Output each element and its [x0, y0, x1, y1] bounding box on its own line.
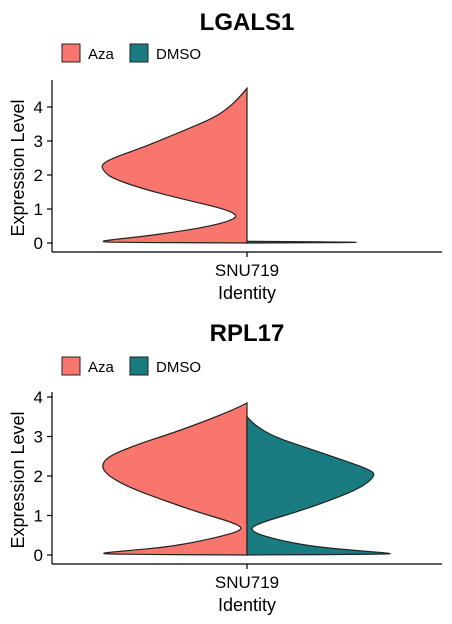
violin-dmso — [246, 415, 391, 556]
y-tick-label: 4 — [34, 388, 43, 407]
legend: Aza DMSO — [61, 43, 201, 63]
x-axis-title: Identity — [218, 283, 276, 303]
y-ticks: 0 1 2 3 4 — [34, 388, 52, 565]
legend-label-aza: Aza — [88, 46, 115, 63]
violin-group — [101, 86, 358, 244]
legend-swatch-aza — [61, 43, 81, 63]
y-axis-title: Expression Level — [8, 411, 28, 548]
panel-lgals1: LGALS1 Aza DMSO 0 1 2 3 4 SNU719 Identity Ex… — [8, 9, 442, 303]
y-ticks: 0 1 2 3 4 — [34, 98, 52, 253]
legend-label-aza: Aza — [88, 359, 115, 376]
x-tick-label: SNU719 — [215, 261, 279, 280]
x-axis-title: Identity — [218, 595, 276, 615]
x-tick-label: SNU719 — [215, 573, 279, 592]
y-tick-label: 3 — [34, 428, 43, 447]
y-tick-label: 0 — [34, 546, 43, 565]
y-tick-label: 3 — [34, 132, 43, 151]
legend-swatch-dmso — [129, 43, 149, 63]
legend-label-dmso: DMSO — [156, 359, 201, 376]
y-tick-label: 0 — [34, 234, 43, 253]
violin-dmso — [246, 240, 358, 244]
y-tick-label: 1 — [34, 507, 43, 526]
y-axis-title: Expression Level — [8, 99, 28, 236]
panel-rpl17: RPL17 Aza DMSO 0 1 2 3 4 SNU719 Identity Exp… — [8, 320, 442, 615]
panel-title: LGALS1 — [200, 9, 295, 36]
y-tick-label: 2 — [34, 166, 43, 185]
y-tick-label: 1 — [34, 200, 43, 219]
y-tick-label: 2 — [34, 467, 43, 486]
y-tick-label: 4 — [34, 98, 43, 117]
legend-swatch-aza — [61, 356, 81, 376]
violin-aza — [102, 401, 248, 556]
legend-label-dmso: DMSO — [156, 46, 201, 63]
legend-swatch-dmso — [129, 356, 149, 376]
legend: Aza DMSO — [61, 356, 201, 376]
panel-title: RPL17 — [210, 320, 285, 347]
violin-group — [102, 401, 391, 556]
violin-aza — [101, 86, 248, 244]
